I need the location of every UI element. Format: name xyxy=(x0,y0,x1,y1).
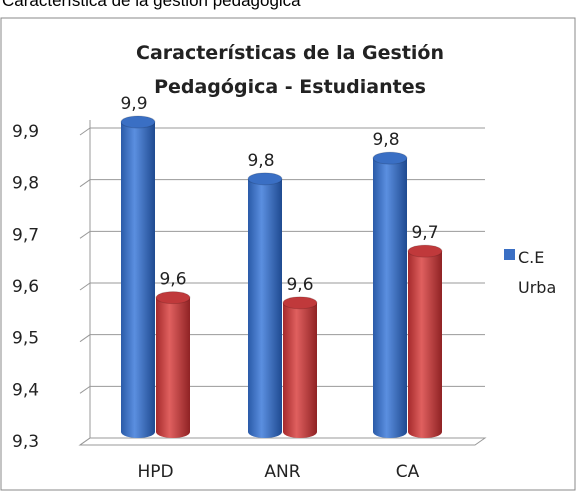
data-label: 9,7 xyxy=(411,223,438,243)
y-tick-label: 9,7 xyxy=(12,225,39,245)
chart-border xyxy=(0,17,576,491)
data-label: 9,8 xyxy=(247,151,274,171)
grid-line xyxy=(79,334,485,343)
y-tick-label: 9,8 xyxy=(12,174,39,194)
legend-swatch xyxy=(504,249,515,260)
bar xyxy=(120,115,156,438)
heading: Característica de la gestión pedagógica xyxy=(2,0,301,10)
data-label: 9,6 xyxy=(159,270,186,290)
data-label: 9,8 xyxy=(372,130,399,150)
x-tick-label: HPD xyxy=(137,462,173,482)
bar xyxy=(155,291,191,438)
y-tick-label: 9,4 xyxy=(12,380,39,400)
grid-line xyxy=(79,385,485,394)
bar xyxy=(407,244,443,438)
grid-line xyxy=(79,282,485,291)
y-tick-label: 9,3 xyxy=(12,432,39,452)
grid-line xyxy=(79,179,485,188)
x-tick-label: CA xyxy=(396,462,420,482)
grid-line xyxy=(79,230,485,239)
y-tick-label: 9,9 xyxy=(12,122,39,142)
data-label: 9,6 xyxy=(286,275,313,295)
floor xyxy=(78,437,487,446)
x-tick-label: ANR xyxy=(264,462,300,482)
chart-title: Características de la Gestión Pedagógica… xyxy=(136,42,444,98)
bar xyxy=(247,172,283,439)
grid-line xyxy=(79,437,485,446)
y-tick-label: 9,6 xyxy=(12,277,39,297)
legend-label: C.E Urba xyxy=(518,248,557,297)
data-label: 9,9 xyxy=(120,94,147,114)
bar xyxy=(282,296,318,438)
bar xyxy=(372,151,408,438)
y-tick-label: 9,5 xyxy=(12,329,39,349)
grid-line xyxy=(79,127,485,136)
